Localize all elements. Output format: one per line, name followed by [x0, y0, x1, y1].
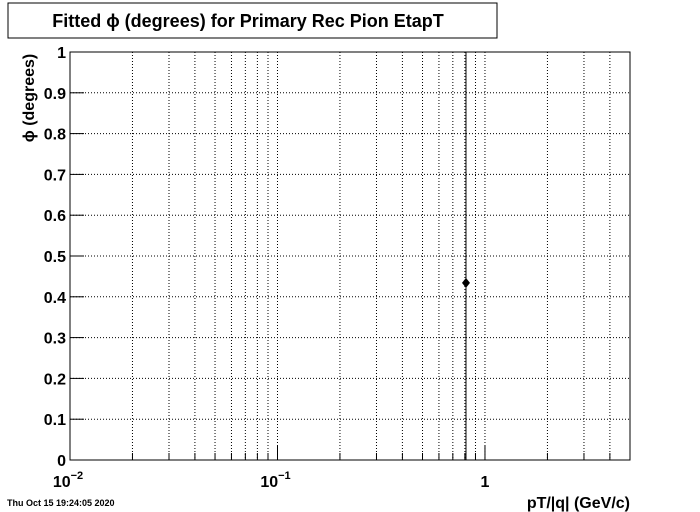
x-axis-label: pT/|q| (GeV/c) — [527, 495, 630, 512]
y-tick-label: 0.8 — [44, 127, 66, 144]
y-tick-label: 0.5 — [44, 249, 66, 266]
x-tick-label: 10−2 — [53, 470, 83, 491]
x-tick-exponent: −2 — [71, 470, 84, 482]
timestamp: Thu Oct 15 19:24:05 2020 — [7, 498, 115, 508]
x-tick-label: 1 — [481, 474, 490, 491]
x-tick-exponent: −1 — [278, 470, 291, 482]
y-tick-label: 0 — [57, 453, 66, 470]
y-tick-label: 0.4 — [44, 290, 66, 307]
x-tick-base: 10 — [53, 474, 71, 491]
marks — [461, 52, 470, 460]
data-point — [461, 277, 470, 288]
y-tick-label: 0.9 — [44, 86, 66, 103]
y-tick-label: 0.6 — [44, 208, 66, 225]
y-tick-label: 0.7 — [44, 167, 66, 184]
y-tick-label: 1 — [57, 45, 66, 62]
title-box — [7, 2, 498, 39]
y-tick-label: 0.2 — [44, 371, 66, 388]
y-tick-label: 0.3 — [44, 331, 66, 348]
y-tick-label: 0.1 — [44, 412, 66, 429]
y-axis-label: ϕ (degrees) — [21, 54, 38, 142]
x-tick-base: 10 — [260, 474, 278, 491]
x-tick-label: 10−1 — [260, 470, 290, 491]
grid — [69, 51, 630, 461]
chart-title: Fitted ϕ (degrees) for Primary Rec Pion … — [52, 11, 444, 31]
